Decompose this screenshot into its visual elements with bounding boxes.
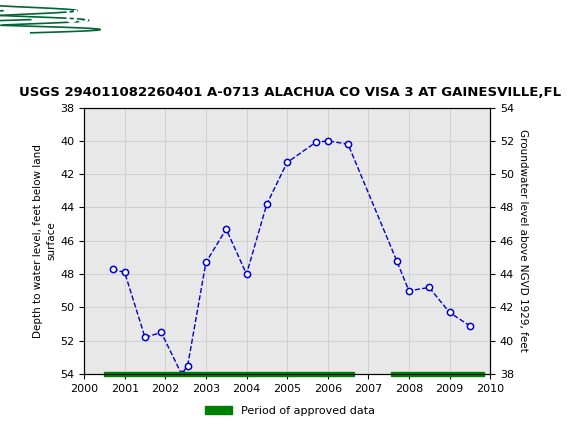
Bar — [104, 372, 354, 376]
Text: USGS 294011082260401 A-0713 ALACHUA CO VISA 3 AT GAINESVILLE,FL: USGS 294011082260401 A-0713 ALACHUA CO V… — [19, 86, 561, 99]
Bar — [5, 3, 60, 33]
Y-axis label: Groundwater level above NGVD 1929, feet: Groundwater level above NGVD 1929, feet — [519, 129, 528, 352]
Text: USGS: USGS — [65, 9, 116, 27]
Y-axis label: Depth to water level, feet below land
surface: Depth to water level, feet below land su… — [32, 144, 56, 338]
Bar — [391, 372, 484, 376]
Legend: Period of approved data: Period of approved data — [200, 401, 380, 420]
